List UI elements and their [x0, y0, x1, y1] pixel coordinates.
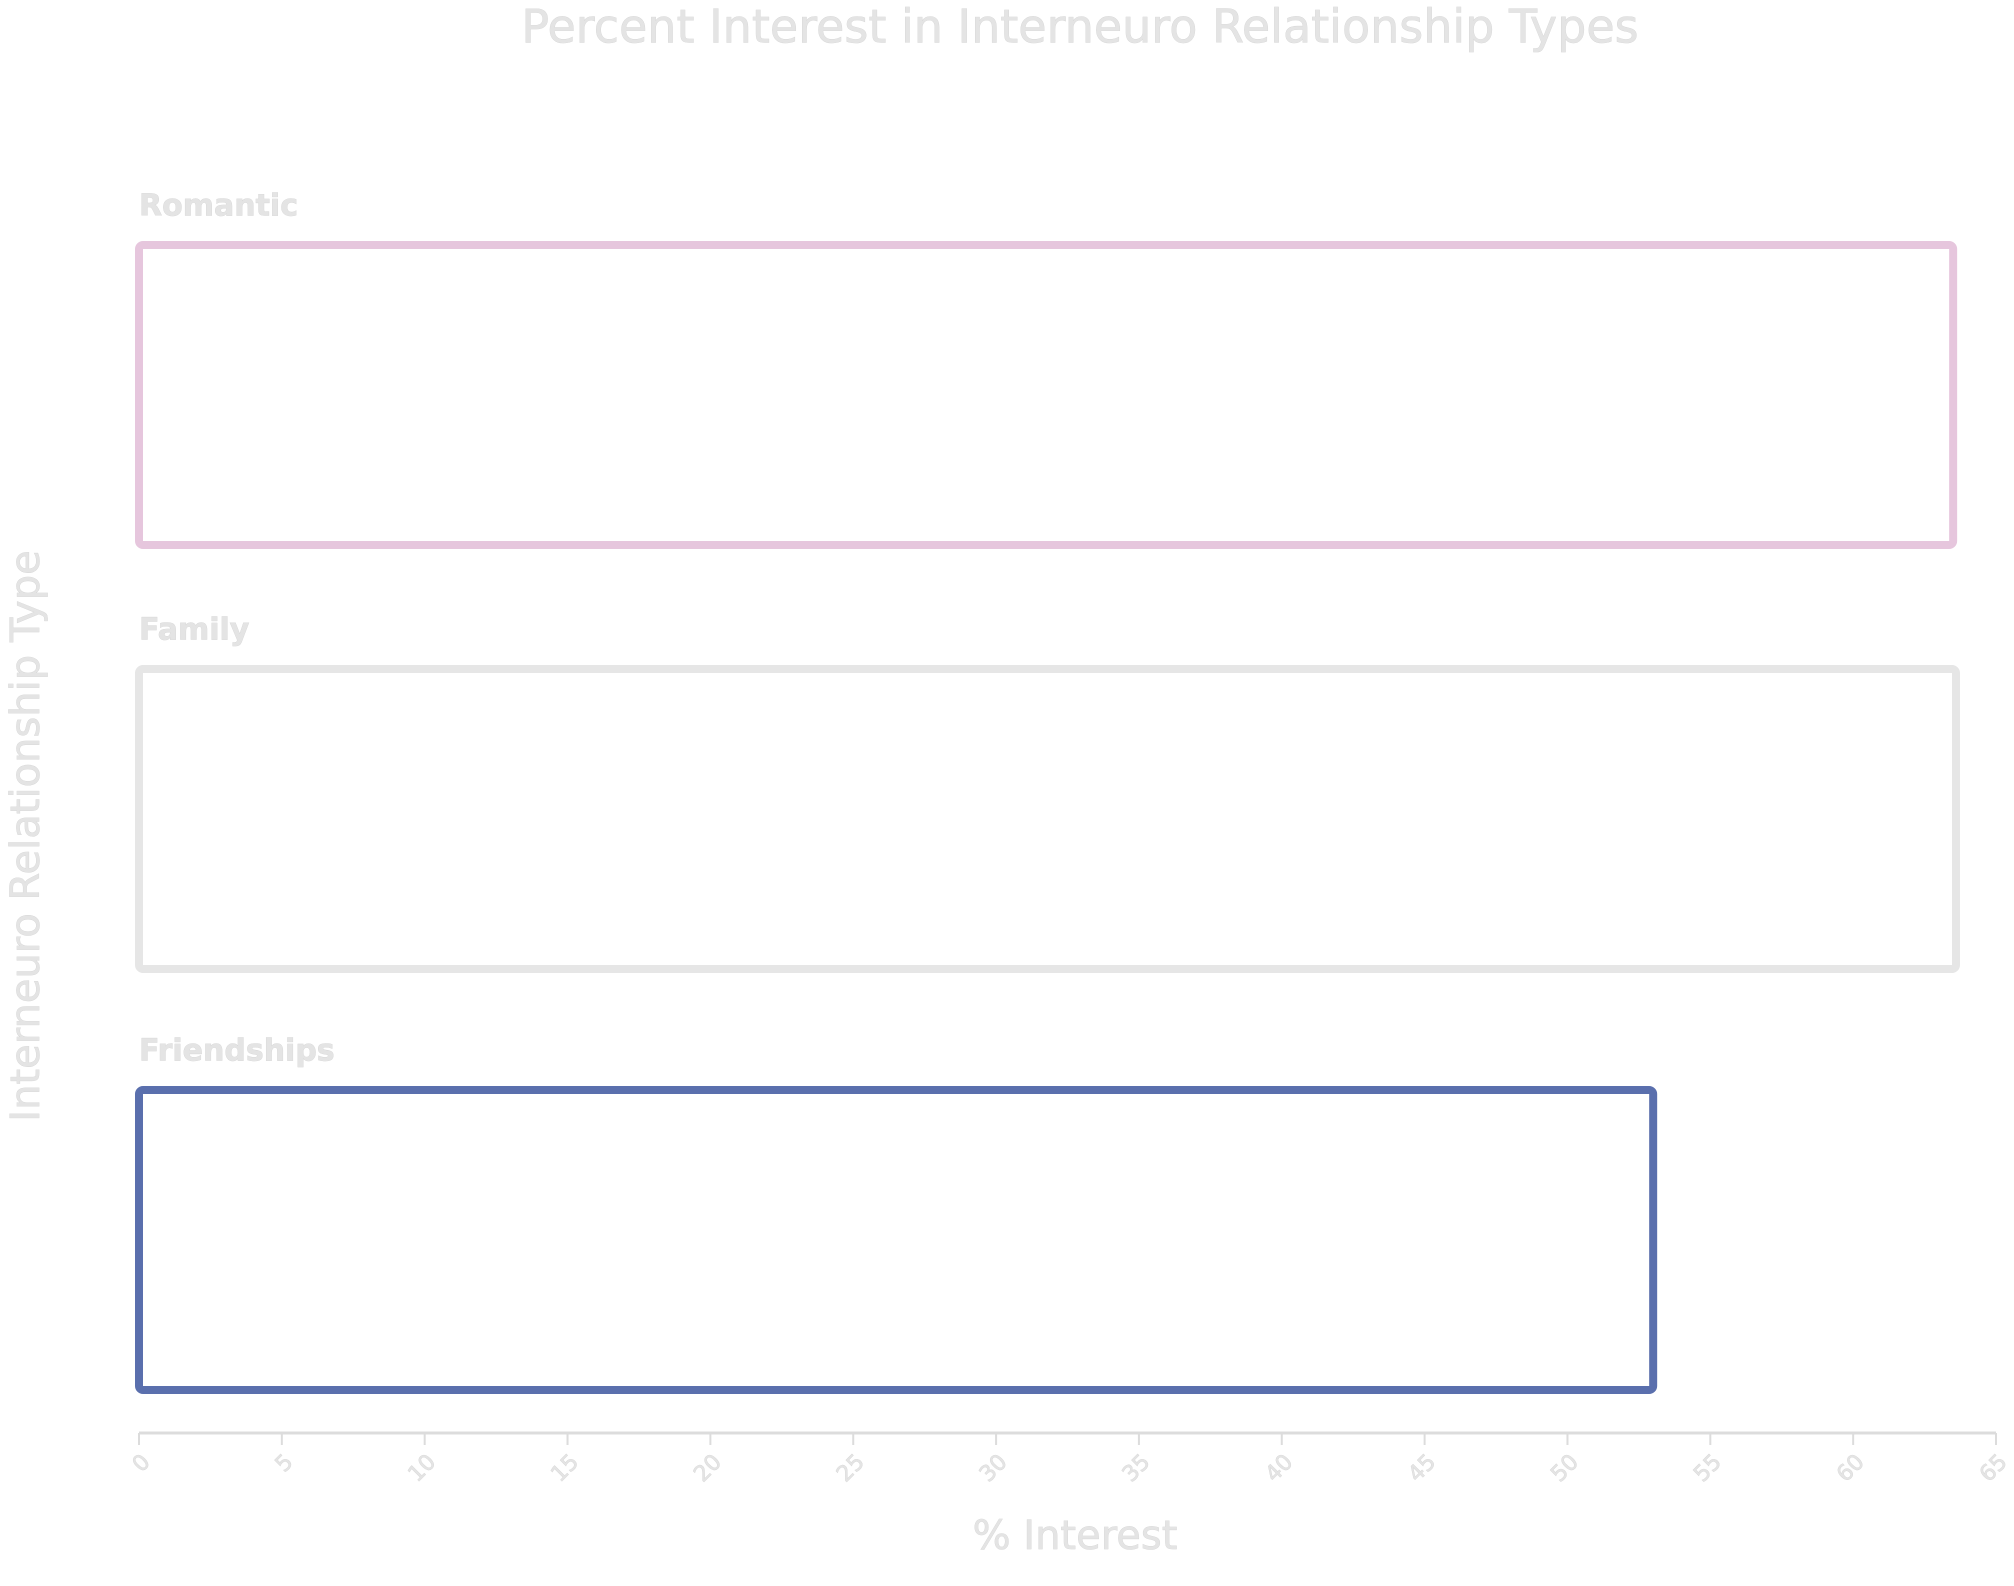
y-axis-label: Interneuro Relationship Type — [3, 550, 49, 1121]
x-tick-label: 55 — [1689, 1450, 1726, 1487]
x-tick-label: 15 — [547, 1450, 584, 1487]
category-label: Family — [139, 613, 250, 648]
x-axis-label: % Interest — [973, 1513, 1178, 1559]
bar — [135, 1086, 1658, 1394]
x-tick-label: 65 — [1975, 1450, 2012, 1487]
x-tick-label: 20 — [689, 1450, 726, 1487]
x-tick-label: 40 — [1261, 1450, 1298, 1487]
x-tick-label: 60 — [1832, 1450, 1869, 1487]
x-tick-label: 35 — [1118, 1450, 1155, 1487]
bar — [135, 665, 1961, 973]
x-tick-label: 45 — [1404, 1450, 1441, 1487]
x-tick-label: 25 — [832, 1450, 869, 1487]
chart-title: Percent Interest in Interneuro Relations… — [521, 0, 1638, 54]
category-label: Friendships — [139, 1034, 335, 1069]
x-tick-label: 0 — [128, 1450, 156, 1478]
category-label: Romantic — [139, 189, 298, 224]
bar — [135, 241, 1958, 549]
x-tick-label: 50 — [1546, 1450, 1583, 1487]
x-tick-label: 10 — [404, 1450, 441, 1487]
x-tick-label: 30 — [975, 1450, 1012, 1487]
x-tick-label: 5 — [271, 1450, 299, 1478]
